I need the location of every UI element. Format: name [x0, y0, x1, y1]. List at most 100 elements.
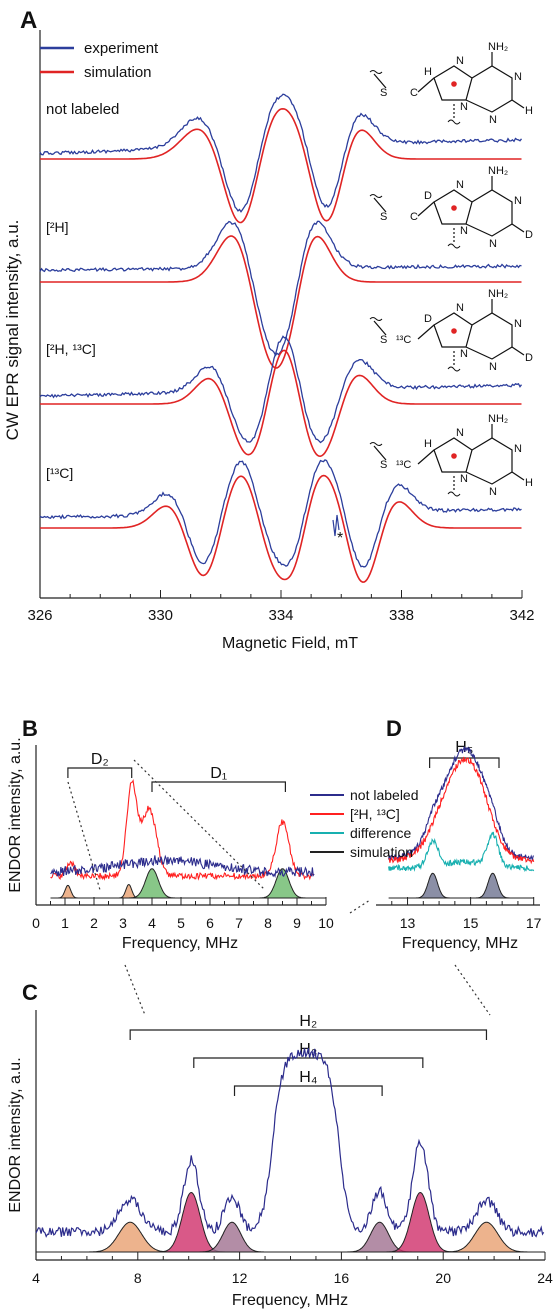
connector-b-to-c — [124, 964, 146, 1016]
chain-bond — [373, 197, 387, 213]
legend-simulation-d-label: simulation — [350, 844, 413, 860]
h8-label: H — [424, 66, 432, 78]
n9-label: N — [460, 473, 468, 485]
a-x-ticks: 326 330 334 338 342 — [27, 590, 535, 624]
panel-d: Frequency, MHz 13 15 17 H₅ not labeled [²H… — [310, 739, 542, 952]
b-traces — [50, 779, 326, 899]
b-sim-peak-0 — [56, 884, 79, 899]
n1-label: N — [514, 443, 522, 455]
connector-d1 — [133, 759, 266, 891]
n1-label: N — [514, 195, 522, 207]
a-experiment-trace-2 — [39, 335, 523, 444]
b-y-label: ENDOR intensity, a.u. — [7, 737, 24, 892]
nh2-label: NH₂ — [488, 165, 508, 177]
structure-2: NH₂ N N N N D D ¹³C S — [369, 288, 533, 373]
a-experiment-trace-3 — [39, 459, 522, 568]
d-bracket: H₅ — [429, 739, 500, 768]
c-y-label: ENDOR intensity, a.u. — [7, 1057, 24, 1212]
a-trace-label-2: [²H, ¹³C] — [46, 341, 96, 357]
chain-squiggle — [369, 70, 383, 74]
h2-bond — [511, 99, 525, 109]
a-simulation-trace-0 — [40, 107, 522, 224]
legend-difference-label: difference — [350, 825, 411, 841]
ribose-squiggle — [447, 366, 461, 372]
n3-label: N — [489, 361, 497, 373]
h2-label: H — [525, 477, 533, 489]
d-labeled-trace — [388, 756, 535, 865]
b-x-tick-label: 3 — [119, 915, 127, 931]
h2-label: D — [525, 352, 533, 364]
a-asterisk-annotation: * — [337, 530, 343, 547]
c-label: C — [410, 211, 418, 223]
b-x-tick-label: 1 — [61, 915, 69, 931]
c-bracket-0 — [129, 1029, 488, 1040]
b-bracket-1 — [151, 781, 286, 792]
b-x-ticks: 0 1 2 3 4 5 6 7 8 9 10 — [32, 897, 334, 931]
a-simulation-trace-1 — [40, 235, 522, 369]
b-sim-peak-3 — [257, 868, 308, 899]
b-brackets: D₂ D₁ — [67, 751, 286, 792]
nh2-label: NH₂ — [488, 288, 508, 300]
a-x-tick-label: 342 — [509, 607, 534, 624]
b-sim-peak-2 — [126, 868, 178, 899]
h8-label: D — [424, 190, 432, 202]
b-x-tick-label: 10 — [318, 915, 334, 931]
a-x-tick-label: 330 — [148, 607, 173, 624]
s-label: S — [380, 211, 387, 223]
c-traces — [35, 1047, 545, 1253]
c-x-tick-label: 12 — [232, 1270, 248, 1286]
b-x-tick-label: 9 — [293, 915, 301, 931]
b-x-tick-label: 8 — [264, 915, 272, 931]
c-x-tick-label: 4 — [32, 1270, 40, 1286]
d-difference-trace — [388, 831, 535, 873]
c-sim-peak-5 — [440, 1221, 532, 1253]
nh2-label: NH₂ — [488, 41, 508, 53]
b-x-tick-label: 0 — [32, 915, 40, 931]
b-x-tick-label: 5 — [177, 915, 185, 931]
n3-label: N — [489, 114, 497, 126]
h2-bond — [511, 223, 525, 233]
connector-lines — [67, 759, 491, 1016]
c-x-label: Frequency, MHz — [232, 1292, 348, 1309]
a-trace-label-0: not labeled — [46, 101, 119, 118]
d-x-tick-label: 13 — [400, 915, 416, 931]
a-experiment-trace-0 — [39, 93, 523, 213]
d-x-label: Frequency, MHz — [402, 935, 518, 952]
s-label: S — [380, 334, 387, 346]
c-label: C — [410, 87, 418, 99]
c-x-ticks: 4 8 12 16 20 24 — [32, 1252, 553, 1286]
b-x-label: Frequency, MHz — [122, 935, 238, 952]
pyrimidine-ring — [465, 437, 513, 485]
panel-label-a: A — [20, 7, 37, 34]
b-x-tick-label: 6 — [206, 915, 214, 931]
c-label: ¹³C — [396, 459, 411, 471]
chain-bond — [373, 445, 387, 461]
b-bracket-0 — [67, 767, 133, 778]
h8-label: H — [424, 438, 432, 450]
n9-label: N — [460, 225, 468, 237]
radical-dot — [451, 453, 457, 459]
b-labeled-trace — [50, 779, 315, 881]
h2-bond — [511, 346, 525, 356]
c-x-tick-label: 20 — [435, 1270, 451, 1286]
a-experiment-trace-1 — [39, 220, 522, 357]
n9-label: N — [460, 348, 468, 360]
panel-a: CW EPR signal intensity, a.u. Magnetic F… — [3, 30, 535, 652]
d-x-tick-label: 17 — [526, 915, 542, 931]
a-spike — [332, 514, 340, 537]
n9-label: N — [460, 101, 468, 113]
b-x-tick-label: 2 — [90, 915, 98, 931]
n1-label: N — [514, 71, 522, 83]
structure-3: NH₂ N N N N H H ¹³C S — [369, 413, 533, 498]
a-trace-label-3: [¹³C] — [46, 465, 73, 481]
d-x-ticks: 13 15 17 — [391, 897, 542, 931]
chain-squiggle — [369, 194, 383, 198]
n7-label: N — [456, 302, 464, 314]
panel-label-c: C — [22, 980, 38, 1005]
c-s-bond — [417, 449, 435, 465]
c-s-bond — [417, 324, 435, 340]
